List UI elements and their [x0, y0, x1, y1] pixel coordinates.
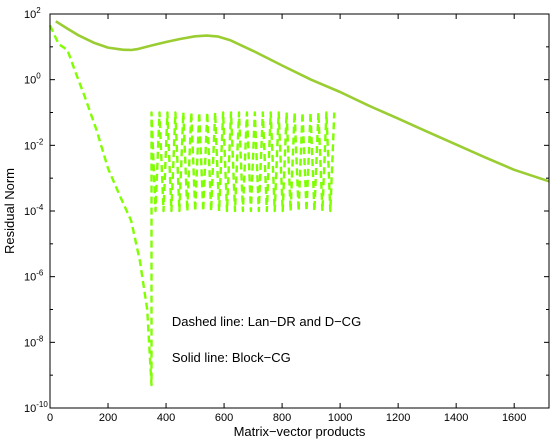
x-tick-label: 1000	[328, 412, 352, 424]
x-tick-label: 1600	[502, 412, 526, 424]
x-tick-label: 200	[99, 412, 117, 424]
annotation-text: Dashed line: Lan−DR and D−CG	[172, 314, 361, 329]
y-axis-label: Residual Norm	[2, 168, 17, 254]
ticks-layer	[49, 13, 549, 409]
x-tick-label: 800	[273, 412, 291, 424]
series-line-block-cg	[55, 20, 550, 183]
x-tick-label: 1200	[386, 412, 410, 424]
x-axis-label: Matrix−vector products	[234, 424, 366, 439]
x-tick-label: 1400	[444, 412, 468, 424]
annotations-layer: Dashed line: Lan−DR and D−CG Solid line: …	[172, 314, 361, 365]
series-line-lan-dr-dcg	[48, 24, 336, 387]
x-tick-label: 600	[215, 412, 233, 424]
annotation-text: Solid line: Block−CG	[172, 350, 291, 365]
series-layer	[48, 20, 550, 387]
labels-layer: 0 200 400 600 800 1000 1200 1400 160010210010-21…	[24, 6, 526, 424]
x-tick-label: 400	[157, 412, 175, 424]
x-tick-label: 0	[47, 412, 53, 424]
